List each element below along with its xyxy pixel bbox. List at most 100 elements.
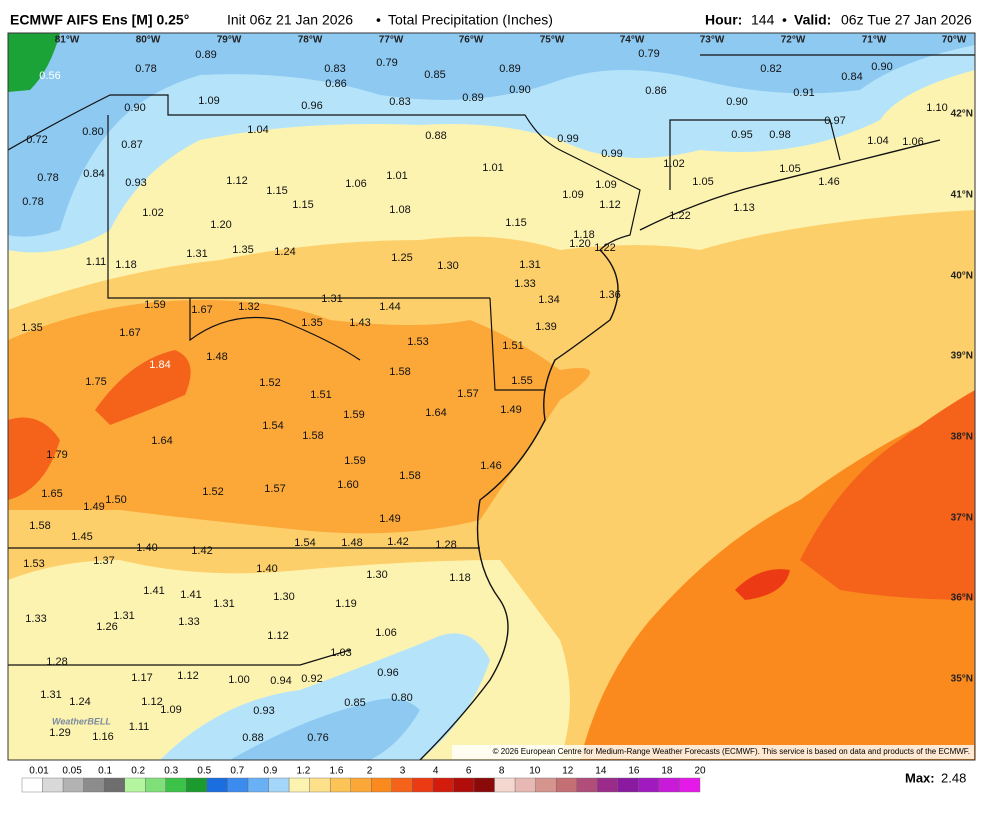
precip-value: 1.29: [49, 727, 70, 739]
precip-value: 1.42: [387, 536, 408, 548]
colorbar-label: 2: [367, 766, 373, 777]
longitude-label: 80°W: [136, 35, 161, 46]
precip-value: 1.20: [210, 219, 231, 231]
precip-value: 1.09: [160, 704, 181, 716]
precip-value: 0.86: [325, 78, 346, 90]
precip-value: 0.88: [425, 130, 446, 142]
precip-value: 0.83: [389, 96, 410, 108]
longitude-labels: 81°W 80°W 79°W 78°W 77°W 76°W 75°W 74°W 73°W 72°W…: [55, 35, 967, 46]
precip-value: 1.25: [391, 252, 412, 264]
latitude-label: 42°N: [951, 109, 973, 120]
precip-value: 1.01: [482, 162, 503, 174]
colorbar-swatch: [124, 777, 146, 793]
colorbar-label: 14: [595, 766, 607, 777]
precip-value: 0.79: [638, 48, 659, 60]
latitude-label: 37°N: [951, 513, 973, 524]
precip-value: 0.89: [195, 49, 216, 61]
precip-value: 1.31: [40, 689, 61, 701]
hour-label: Hour:: [705, 12, 742, 28]
red-orange-ocean: [800, 390, 975, 600]
max-label: Max:: [905, 770, 935, 785]
precip-value: 0.72: [26, 134, 47, 146]
precip-value: 1.49: [500, 404, 521, 416]
precip-value: 1.59: [343, 409, 364, 421]
precip-value: 1.48: [341, 537, 362, 549]
green-area: [8, 33, 60, 92]
precip-value: 0.84: [841, 71, 862, 83]
precip-value: 0.91: [793, 87, 814, 99]
latitude-label: 41°N: [951, 190, 973, 201]
precip-value: 1.58: [302, 430, 323, 442]
latitude-label: 36°N: [951, 593, 973, 604]
precip-value: 1.02: [142, 207, 163, 219]
precip-value: 1.42: [191, 545, 212, 557]
colorbar-label: 0.3: [164, 766, 178, 777]
field-name: Total Precipitation (Inches): [388, 12, 553, 28]
colorbar-label: 0.2: [131, 766, 145, 777]
precip-value: 1.49: [83, 501, 104, 513]
precip-value: 1.00: [228, 674, 249, 686]
precip-value: 1.22: [594, 242, 615, 254]
precip-value: 0.85: [344, 697, 365, 709]
colorbar-label: 0.1: [98, 766, 112, 777]
longitude-label: 77°W: [379, 35, 404, 46]
precip-value: 0.82: [760, 63, 781, 75]
precip-value: 0.90: [871, 61, 892, 73]
precip-value: 1.31: [519, 259, 540, 271]
precip-value: 1.52: [202, 486, 223, 498]
longitude-label: 73°W: [700, 35, 725, 46]
precip-value: 1.64: [151, 435, 172, 447]
precip-value: 0.56: [39, 70, 60, 82]
colorbar-swatch: [679, 777, 701, 793]
hour-value: 144: [751, 12, 775, 28]
precip-value: 1.30: [366, 569, 387, 581]
precip-value: 0.94: [270, 675, 291, 687]
precip-value: 1.06: [902, 136, 923, 148]
va-nc-border: [8, 547, 480, 666]
precip-value: 1.58: [399, 470, 420, 482]
precip-value: 1.19: [335, 598, 356, 610]
precip-value: 1.58: [29, 520, 50, 532]
precip-value: 0.80: [391, 692, 412, 704]
precip-value: 0.85: [424, 69, 445, 81]
colorbar-swatch: [617, 777, 639, 793]
precip-value: 1.60: [337, 479, 358, 491]
precip-value: 0.84: [83, 168, 104, 180]
precip-value: 1.39: [535, 321, 556, 333]
watermark: WeatherBELL: [52, 716, 111, 726]
precip-value: 0.96: [301, 100, 322, 112]
light-blue-area: [8, 33, 975, 253]
precip-value: 1.46: [818, 176, 839, 188]
max-value: 2.48: [941, 770, 966, 785]
red-spot: [735, 569, 790, 600]
md-wv-border: [189, 298, 361, 361]
precip-value: 1.79: [46, 449, 67, 461]
colorbar-swatch: [247, 777, 269, 793]
colorbar-swatch: [42, 777, 64, 793]
precip-value: 1.36: [599, 289, 620, 301]
colorbar-swatch: [268, 777, 290, 793]
precip-value: 1.35: [232, 244, 253, 256]
colorbar-swatch: [535, 777, 557, 793]
precip-value: 1.13: [733, 202, 754, 214]
colorbar-label: 0.7: [230, 766, 244, 777]
precip-value: 1.59: [344, 455, 365, 467]
precip-value: 0.90: [509, 84, 530, 96]
colorbar-label: 8: [499, 766, 505, 777]
precip-value: 0.86: [645, 85, 666, 97]
colorbar-swatch: [555, 777, 577, 793]
colorbar-label: 12: [562, 766, 574, 777]
precip-value: 0.99: [601, 148, 622, 160]
copyright-bg: [452, 745, 974, 759]
map-frame: [7, 32, 976, 761]
longitude-label: 74°W: [620, 35, 645, 46]
colorbar-swatch: [473, 777, 495, 793]
precip-value: 0.89: [499, 63, 520, 75]
precip-value: 0.78: [37, 172, 58, 184]
precip-value: 1.45: [71, 531, 92, 543]
colorbar-label: 0.05: [62, 766, 82, 777]
precip-value: 1.03: [330, 647, 351, 659]
precip-value: 1.09: [562, 189, 583, 201]
precip-value: 1.01: [386, 170, 407, 182]
longitude-label: 70°W: [942, 35, 967, 46]
